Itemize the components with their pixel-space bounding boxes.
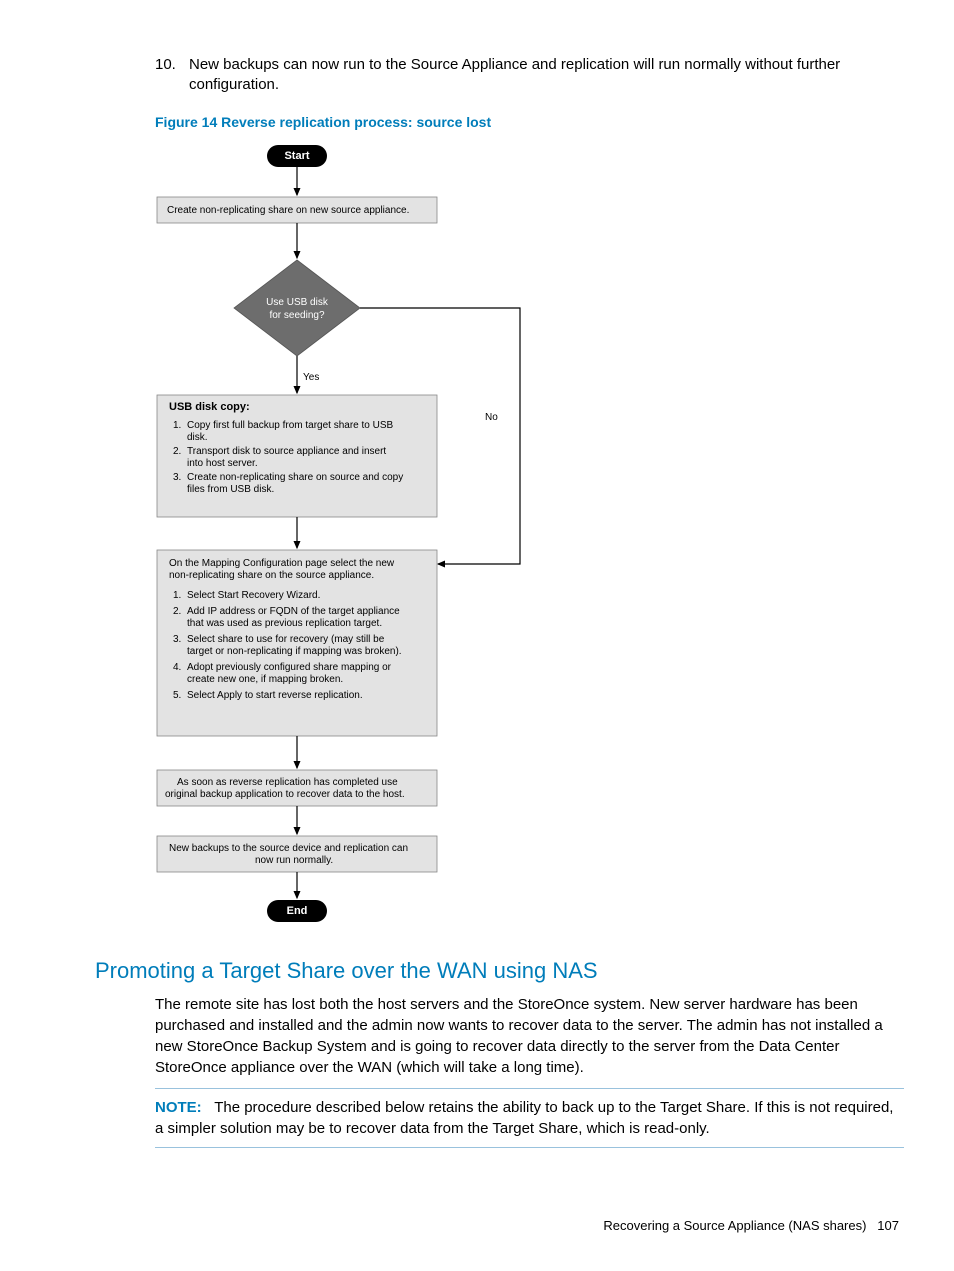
mapping-intro-a: On the Mapping Configuration page select…	[169, 558, 395, 569]
note-block: NOTE: The procedure described below reta…	[155, 1088, 904, 1148]
map-1: Select Start Recovery Wizard.	[187, 590, 320, 601]
usb-item-1a: Copy first full backup from target share…	[187, 420, 394, 431]
usb-item-3a: Create non-replicating share on source a…	[187, 472, 403, 483]
usb-item-3b: files from USB disk.	[187, 484, 274, 495]
map-5-num: 5.	[173, 690, 181, 701]
yes-label: Yes	[303, 372, 319, 383]
step-number: 10.	[155, 55, 189, 96]
flowchart: Start Create non-replicating share on ne…	[155, 140, 555, 940]
map-3a: Select share to use for recovery (may st…	[187, 634, 385, 645]
usb-item-2a: Transport disk to source appliance and i…	[187, 446, 386, 457]
node-final	[157, 836, 437, 872]
usb-item-2-num: 2.	[173, 446, 181, 457]
no-label: No	[485, 412, 498, 423]
final-a: New backups to the source device and rep…	[169, 843, 408, 854]
usb-item-2b: into host server.	[187, 458, 258, 469]
mapping-intro-b: non-replicating share on the source appl…	[169, 570, 374, 581]
step-text: New backups can now run to the Source Ap…	[189, 55, 904, 96]
map-2a: Add IP address or FQDN of the target app…	[187, 606, 400, 617]
map-4b: create new one, if mapping broken.	[187, 674, 343, 685]
map-3b: target or non-replicating if mapping was…	[187, 646, 402, 657]
recover-a: As soon as reverse replication has compl…	[177, 777, 398, 788]
usb-item-1-num: 1.	[173, 420, 181, 431]
final-b: now run normally.	[255, 855, 333, 866]
figure-caption: Figure 14 Reverse replication process: s…	[155, 114, 904, 130]
map-4-num: 4.	[173, 662, 181, 673]
section-heading: Promoting a Target Share over the WAN us…	[95, 958, 904, 984]
footer-page: 107	[877, 1218, 899, 1233]
footer-text: Recovering a Source Appliance (NAS share…	[603, 1218, 866, 1233]
page-footer: Recovering a Source Appliance (NAS share…	[603, 1218, 899, 1233]
map-1-num: 1.	[173, 590, 181, 601]
section-paragraph: The remote site has lost both the host s…	[155, 994, 904, 1078]
usb-item-1b: disk.	[187, 432, 208, 443]
note-text: The procedure described below retains th…	[155, 1099, 893, 1137]
usb-title: USB disk copy:	[169, 401, 250, 413]
map-3-num: 3.	[173, 634, 181, 645]
map-4a: Adopt previously configured share mappin…	[187, 662, 392, 673]
recover-b: original backup application to recover d…	[165, 789, 405, 800]
step-10: 10. New backups can now run to the Sourc…	[155, 55, 904, 96]
map-2-num: 2.	[173, 606, 181, 617]
node-recover	[157, 770, 437, 806]
decision-line2: for seeding?	[269, 310, 324, 321]
end-label: End	[287, 905, 308, 917]
decision-usb	[234, 260, 360, 356]
node-create-share-text: Create non-replicating share on new sour…	[167, 205, 409, 216]
usb-item-3-num: 3.	[173, 472, 181, 483]
decision-line1: Use USB disk	[266, 297, 329, 308]
note-label: NOTE:	[155, 1099, 202, 1116]
map-5: Select Apply to start reverse replicatio…	[187, 690, 363, 701]
start-label: Start	[284, 150, 309, 162]
map-2b: that was used as previous replication ta…	[187, 618, 382, 629]
